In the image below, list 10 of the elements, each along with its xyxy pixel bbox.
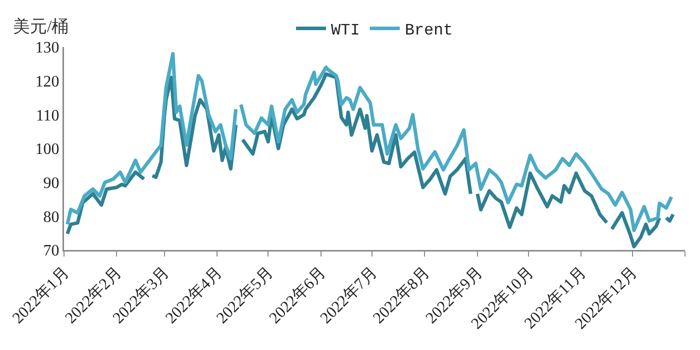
y-tick-label: 70 — [43, 242, 60, 260]
y-tick-label: 100 — [35, 141, 60, 158]
y-tick-label: 130 — [35, 40, 60, 57]
y-tick-label: 90 — [43, 174, 60, 192]
y-tick-label: 110 — [36, 107, 60, 124]
y-axis-title: 美元/桶 — [13, 17, 69, 36]
legend-label: Brent — [404, 22, 453, 40]
y-tick-label: 80 — [43, 208, 60, 226]
legend-label: WTI — [331, 22, 360, 40]
y-tick-label: 120 — [35, 73, 60, 90]
